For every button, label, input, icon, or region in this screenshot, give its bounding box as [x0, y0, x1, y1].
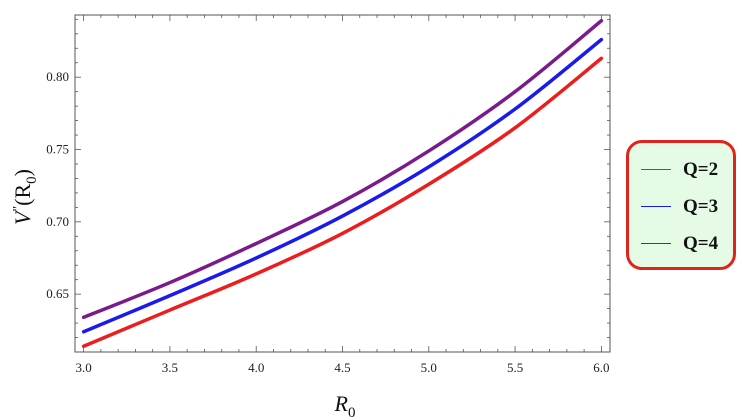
legend-item-q3: Q=3 — [641, 188, 733, 225]
series-line-q3 — [81, 37, 604, 334]
series-lines — [81, 19, 604, 348]
x-tick-label: 5.5 — [507, 360, 523, 375]
x-tick-label: 3.5 — [162, 360, 178, 375]
legend-item-q2: Q=2 — [641, 151, 733, 188]
legend-swatch-q2 — [641, 169, 671, 170]
legend-swatch-q4 — [641, 243, 671, 244]
x-tick-label: 4.0 — [248, 360, 264, 375]
series-line-q4 — [81, 19, 604, 320]
legend-label-q3: Q=3 — [683, 195, 719, 217]
y-tick-label: 0.70 — [46, 214, 69, 229]
x-tick-label: 5.0 — [421, 360, 437, 375]
tick-marks — [75, 15, 610, 353]
y-tick-label: 0.80 — [46, 69, 69, 84]
legend-swatch-q3 — [641, 206, 671, 207]
series-line-q2 — [81, 56, 604, 348]
y-tick-label: 0.75 — [46, 142, 69, 157]
legend: Q=2 Q=3 Q=4 — [626, 140, 736, 270]
y-tick-label: 0.65 — [46, 286, 69, 301]
y-axis-title: V"(R0) — [10, 169, 40, 225]
x-tick-label: 3.0 — [76, 360, 92, 375]
legend-label-q4: Q=4 — [683, 232, 719, 254]
legend-label-q2: Q=2 — [683, 158, 719, 180]
x-tick-label: 4.5 — [334, 360, 350, 375]
x-tick-label: 6.0 — [593, 360, 609, 375]
legend-item-q4: Q=4 — [641, 225, 733, 262]
x-axis-title: R0 — [334, 391, 356, 420]
